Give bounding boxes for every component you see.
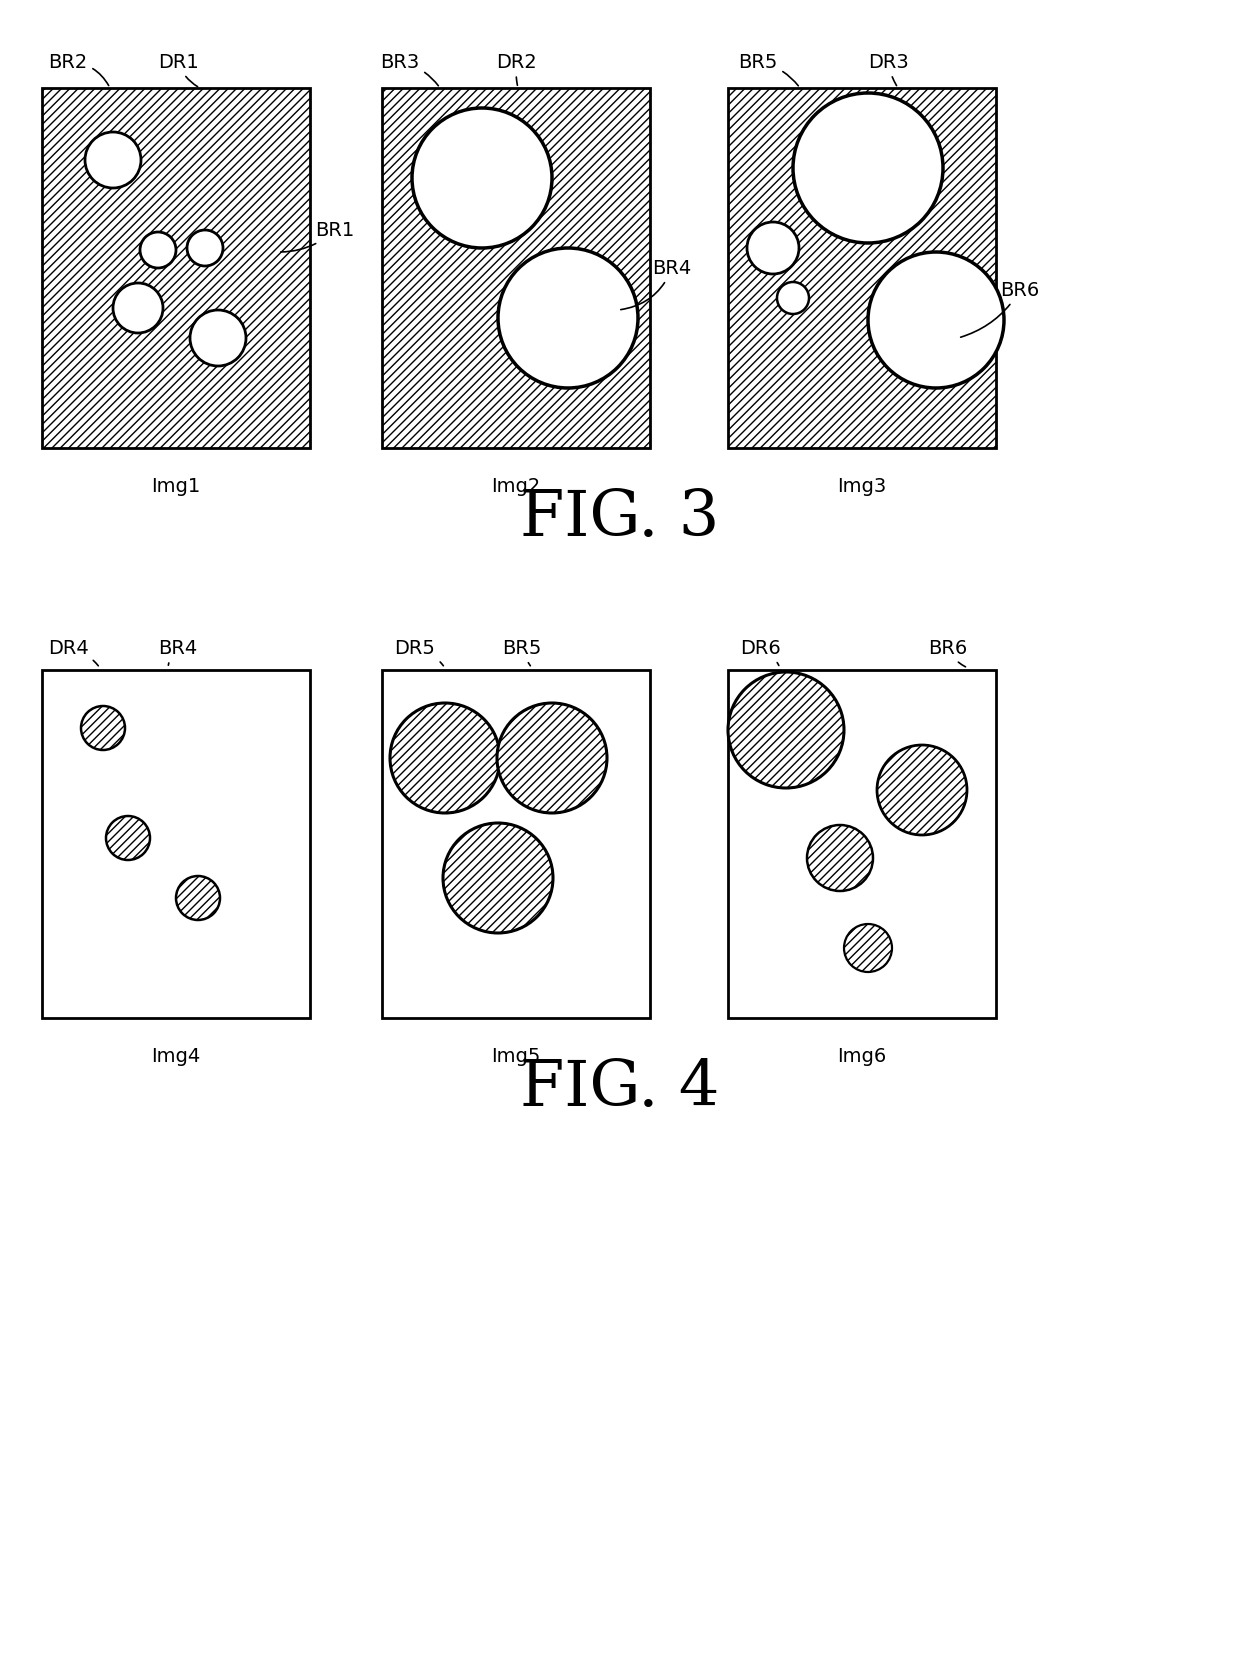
- Text: DR1: DR1: [157, 52, 198, 87]
- Text: Img4: Img4: [151, 1047, 201, 1066]
- Circle shape: [391, 703, 500, 814]
- Text: BR4: BR4: [621, 258, 692, 310]
- Circle shape: [498, 248, 639, 388]
- Circle shape: [140, 232, 176, 268]
- Text: Img1: Img1: [151, 477, 201, 495]
- Text: BR6: BR6: [961, 280, 1039, 337]
- Circle shape: [105, 816, 150, 861]
- Text: BR3: BR3: [381, 52, 439, 86]
- Text: Img6: Img6: [837, 1047, 887, 1066]
- Text: BR1: BR1: [280, 220, 355, 252]
- Bar: [728, 87, 996, 448]
- Circle shape: [868, 252, 1004, 388]
- Circle shape: [807, 826, 873, 891]
- Text: DR5: DR5: [394, 639, 444, 666]
- Bar: [42, 670, 310, 1019]
- Circle shape: [105, 816, 150, 861]
- Circle shape: [794, 92, 942, 243]
- Circle shape: [443, 822, 553, 933]
- Text: FIG. 3: FIG. 3: [521, 488, 719, 549]
- Text: Img2: Img2: [491, 477, 541, 495]
- Circle shape: [777, 282, 808, 314]
- Bar: [382, 670, 650, 1019]
- Text: FIG. 4: FIG. 4: [521, 1057, 719, 1119]
- Circle shape: [113, 284, 162, 332]
- Text: BR6: BR6: [929, 639, 967, 666]
- Text: DR2: DR2: [497, 52, 537, 86]
- Circle shape: [81, 706, 125, 750]
- Circle shape: [877, 745, 967, 836]
- Text: DR4: DR4: [47, 639, 98, 666]
- Circle shape: [807, 826, 873, 891]
- Circle shape: [844, 925, 892, 972]
- Circle shape: [443, 822, 553, 933]
- Bar: [382, 87, 650, 448]
- Text: BR5: BR5: [502, 639, 542, 666]
- Circle shape: [176, 876, 219, 920]
- Circle shape: [190, 310, 246, 366]
- Circle shape: [497, 703, 608, 814]
- Circle shape: [497, 703, 608, 814]
- Circle shape: [412, 107, 552, 248]
- Text: Img3: Img3: [837, 477, 887, 495]
- Text: DR6: DR6: [739, 639, 780, 666]
- Circle shape: [728, 671, 844, 789]
- Text: BR2: BR2: [48, 52, 109, 86]
- Circle shape: [391, 703, 500, 814]
- Bar: [42, 87, 310, 448]
- Circle shape: [746, 221, 799, 274]
- Circle shape: [86, 133, 141, 188]
- Text: BR4: BR4: [159, 639, 197, 664]
- Bar: [728, 670, 996, 1019]
- Circle shape: [728, 671, 844, 789]
- Text: BR5: BR5: [738, 52, 799, 86]
- Text: DR3: DR3: [868, 52, 909, 86]
- Text: Img5: Img5: [491, 1047, 541, 1066]
- Circle shape: [877, 745, 967, 836]
- Circle shape: [81, 706, 125, 750]
- Circle shape: [187, 230, 223, 267]
- Circle shape: [176, 876, 219, 920]
- Circle shape: [844, 925, 892, 972]
